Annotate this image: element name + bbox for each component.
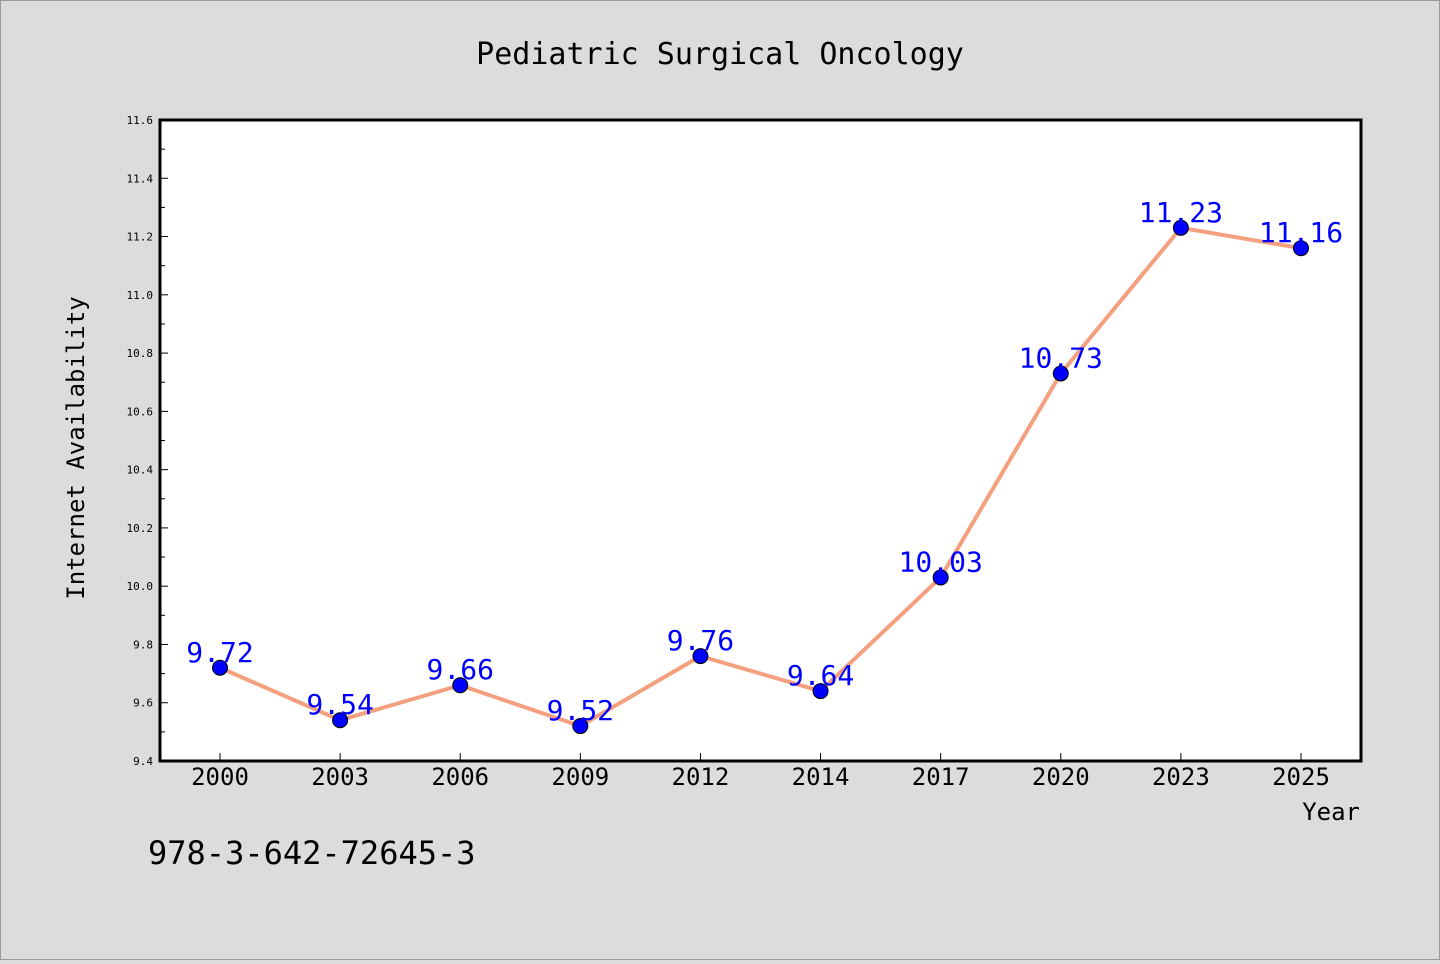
- x-axis-label: Year: [1302, 798, 1360, 826]
- data-label: 9.52: [547, 694, 614, 727]
- chart-title: Pediatric Surgical Oncology: [476, 37, 964, 72]
- data-label: 10.03: [899, 545, 983, 578]
- x-tick-label: 2006: [431, 763, 489, 791]
- data-label: 9.64: [787, 659, 854, 692]
- x-tick-label: 2012: [672, 763, 730, 791]
- x-tick-label: 2014: [792, 763, 850, 791]
- y-tick-label: 10.2: [127, 522, 154, 535]
- x-tick-label: 2003: [311, 763, 369, 791]
- data-label: 9.54: [306, 688, 373, 721]
- x-tick-label: 2000: [191, 763, 249, 791]
- x-tick-label: 2020: [1032, 763, 1090, 791]
- y-tick-label: 11.6: [127, 114, 154, 127]
- y-tick-label: 9.6: [133, 697, 153, 710]
- data-label: 9.66: [427, 653, 494, 686]
- x-tick-label: 2009: [551, 763, 609, 791]
- y-tick-label: 11.4: [127, 172, 154, 185]
- y-tick-label: 9.8: [133, 638, 153, 651]
- data-label: 10.73: [1019, 341, 1103, 374]
- x-tick-label: 2023: [1152, 763, 1210, 791]
- x-tick-label: 2025: [1272, 763, 1330, 791]
- y-tick-label: 10.0: [127, 580, 154, 593]
- data-label: 9.76: [667, 624, 734, 657]
- plot-area: 9.4 9.6 9.8 10.0 10.2 10.4 10.6 10.8 11.0 11.2 11.…: [127, 114, 1362, 791]
- y-tick-label: 10.4: [127, 464, 154, 477]
- y-tick-label: 11.2: [127, 231, 154, 244]
- y-tick-label: 11.0: [127, 289, 154, 302]
- data-label: 9.72: [186, 636, 253, 669]
- x-tick-label: 2017: [912, 763, 970, 791]
- data-label: 11.16: [1259, 216, 1343, 249]
- isbn-text: 978-3-642-72645-3: [148, 834, 476, 872]
- y-axis-label: Internet Availability: [62, 296, 90, 599]
- y-tick-label: 10.8: [127, 347, 154, 360]
- y-tick-label: 10.6: [127, 405, 154, 418]
- y-tick-label: 9.4: [133, 755, 153, 768]
- data-label: 11.23: [1139, 196, 1223, 229]
